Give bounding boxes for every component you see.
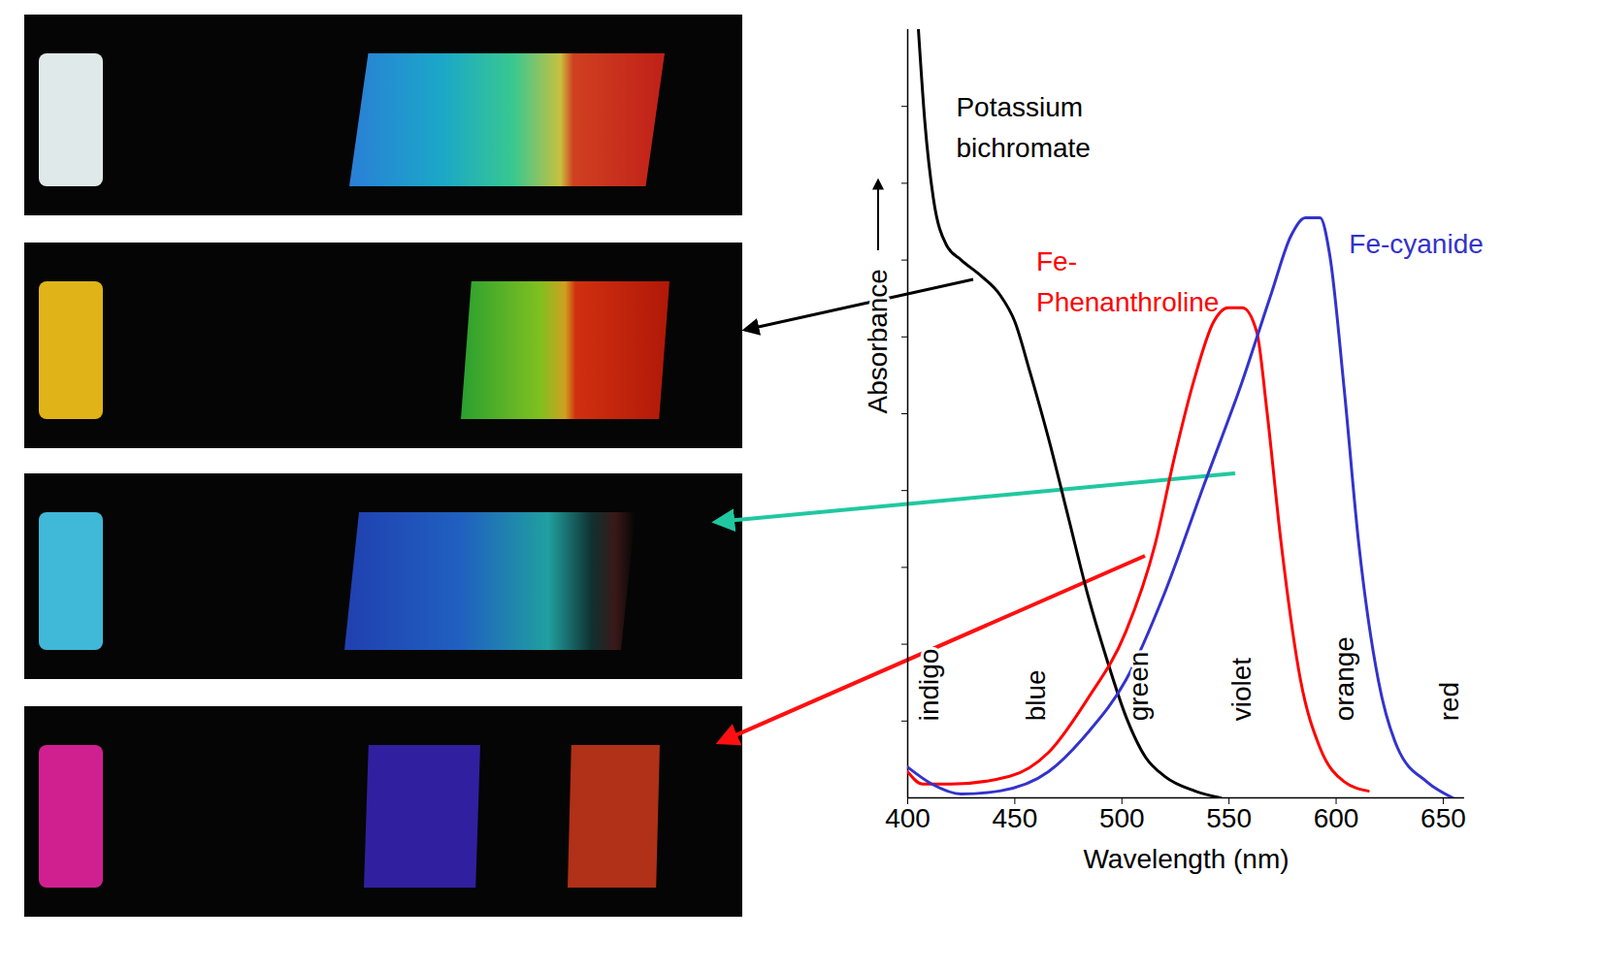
svg-text:Wavelength (nm): Wavelength (nm): [1082, 844, 1289, 875]
svg-text:green: green: [1123, 652, 1154, 722]
svg-text:Fe-cyanide: Fe-cyanide: [1348, 228, 1484, 260]
svg-text:450: 450: [992, 803, 1039, 834]
svg-text:orange: orange: [1329, 636, 1360, 721]
svg-text:violet: violet: [1226, 657, 1257, 722]
svg-text:red: red: [1434, 682, 1465, 721]
svg-text:500: 500: [1099, 803, 1145, 834]
svg-text:650: 650: [1420, 803, 1467, 834]
svg-text:Fe-Phenanthroline: Fe-Phenanthroline: [1036, 246, 1219, 318]
svg-text:Potassiumbichromate: Potassiumbichromate: [955, 92, 1091, 164]
svg-text:Absorbance: Absorbance: [862, 268, 893, 414]
svg-text:indigo: indigo: [914, 649, 945, 722]
svg-text:blue: blue: [1020, 669, 1051, 721]
svg-text:550: 550: [1206, 803, 1252, 834]
svg-text:600: 600: [1313, 803, 1360, 834]
svg-text:400: 400: [884, 803, 931, 834]
